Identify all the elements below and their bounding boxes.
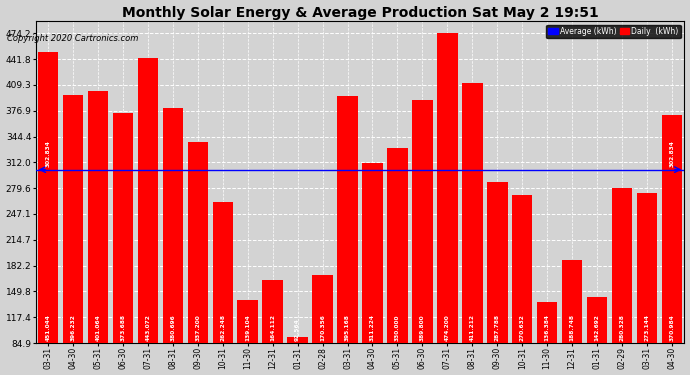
Text: 287.788: 287.788 — [495, 314, 500, 341]
Bar — [313, 275, 333, 343]
Text: 389.800: 389.800 — [420, 315, 425, 341]
Bar — [163, 108, 183, 343]
Bar — [412, 100, 433, 343]
Text: 136.384: 136.384 — [544, 314, 550, 341]
Text: 302.834: 302.834 — [669, 140, 674, 167]
Text: 280.328: 280.328 — [620, 315, 624, 341]
Text: 337.200: 337.200 — [195, 315, 200, 341]
Text: Copyright 2020 Cartronics.com: Copyright 2020 Cartronics.com — [7, 34, 138, 43]
Text: 270.632: 270.632 — [520, 315, 524, 341]
Text: 139.104: 139.104 — [245, 315, 250, 341]
Bar — [262, 280, 283, 343]
Text: 142.692: 142.692 — [595, 315, 600, 341]
Bar — [38, 52, 59, 343]
Bar — [662, 116, 682, 343]
Bar — [112, 113, 133, 343]
Text: 373.688: 373.688 — [121, 314, 126, 341]
Bar — [288, 337, 308, 343]
Bar — [88, 92, 108, 343]
Bar — [562, 260, 582, 343]
Bar — [337, 96, 358, 343]
Bar — [612, 188, 632, 343]
Text: 92.564: 92.564 — [295, 319, 300, 341]
Bar — [63, 95, 83, 343]
Bar — [437, 33, 457, 343]
Text: 302.834: 302.834 — [46, 140, 50, 167]
Text: 443.072: 443.072 — [146, 315, 150, 341]
Bar — [237, 300, 258, 343]
Text: 401.064: 401.064 — [95, 315, 101, 341]
Text: 396.232: 396.232 — [70, 315, 75, 341]
Text: 262.248: 262.248 — [220, 314, 225, 341]
Text: 164.112: 164.112 — [270, 314, 275, 341]
Text: 370.984: 370.984 — [669, 315, 674, 341]
Text: 474.200: 474.200 — [445, 315, 450, 341]
Bar — [213, 202, 233, 343]
Bar — [587, 297, 607, 343]
Bar — [487, 182, 508, 343]
Bar — [512, 195, 533, 343]
Title: Monthly Solar Energy & Average Production Sat May 2 19:51: Monthly Solar Energy & Average Productio… — [121, 6, 598, 20]
Text: 170.356: 170.356 — [320, 315, 325, 341]
Text: 380.696: 380.696 — [170, 315, 175, 341]
Text: 411.212: 411.212 — [470, 314, 475, 341]
Bar — [362, 163, 383, 343]
Bar — [462, 83, 482, 343]
Bar — [537, 302, 558, 343]
Text: 451.044: 451.044 — [46, 315, 50, 341]
Text: 188.748: 188.748 — [570, 314, 575, 341]
Text: 395.168: 395.168 — [345, 315, 350, 341]
Bar — [387, 148, 408, 343]
Bar — [637, 193, 658, 343]
Text: 273.144: 273.144 — [644, 314, 649, 341]
Text: 330.000: 330.000 — [395, 315, 400, 341]
Bar — [138, 58, 158, 343]
Legend: Average (kWh), Daily  (kWh): Average (kWh), Daily (kWh) — [546, 24, 680, 38]
Bar — [188, 142, 208, 343]
Text: 311.224: 311.224 — [370, 314, 375, 341]
